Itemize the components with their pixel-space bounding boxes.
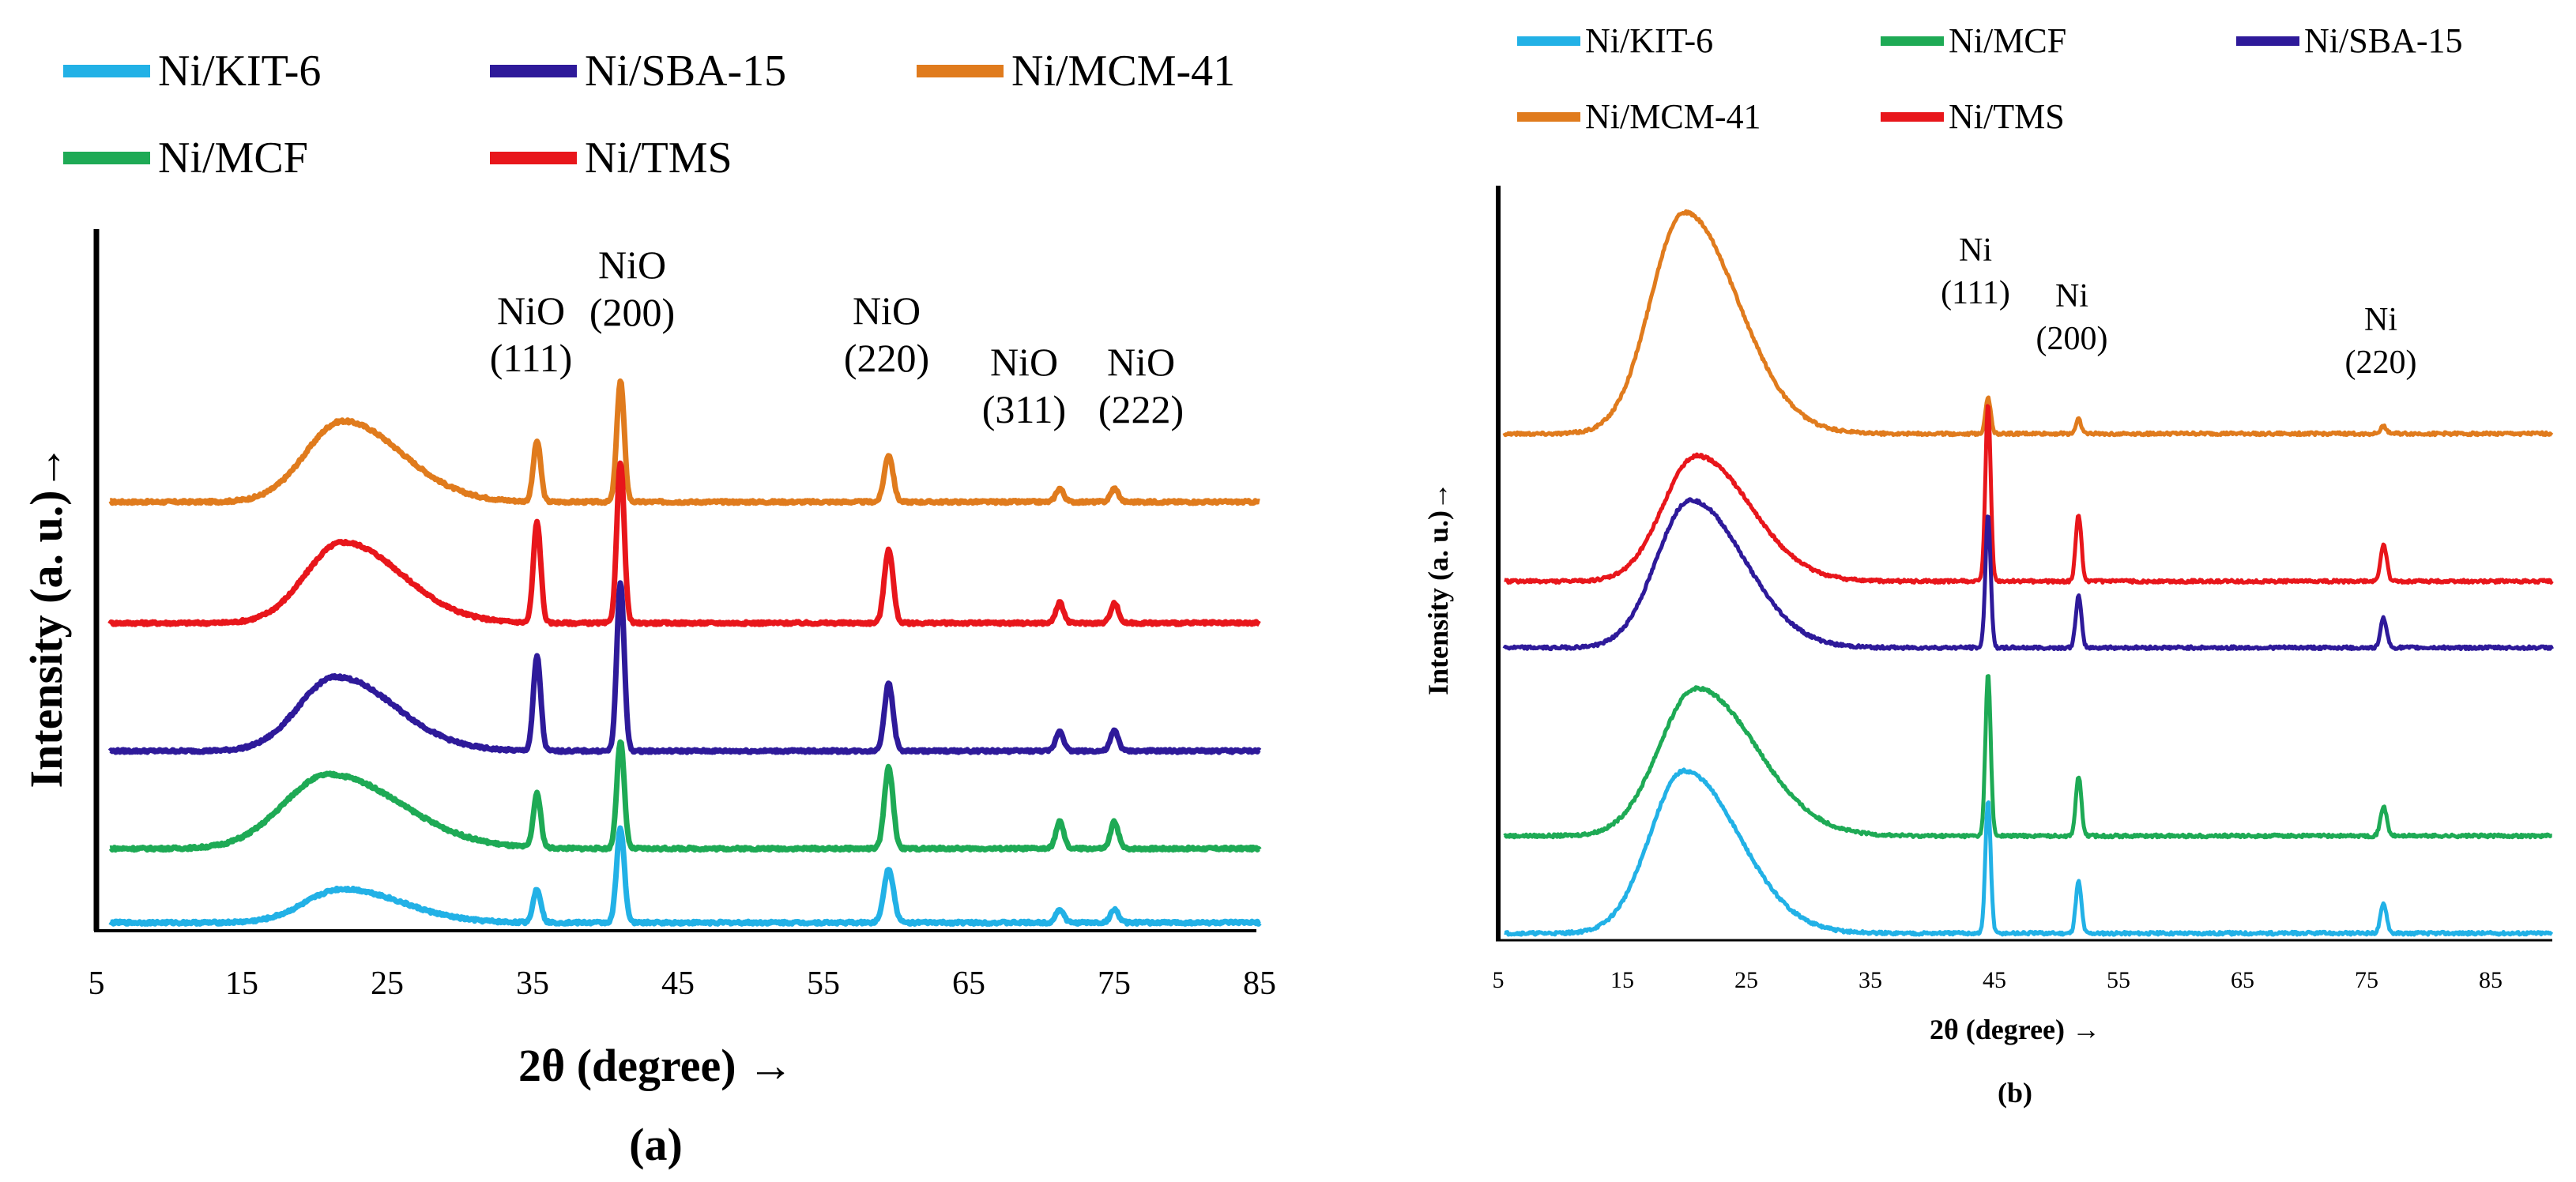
legend-a-label-2: Ni/MCM-41 — [1011, 47, 1235, 96]
legend-a-item-3: Ni/MCF — [63, 134, 308, 183]
series-a-ni-mcm-41 — [108, 378, 1262, 506]
xtick-b-3: 35 — [1859, 967, 1882, 993]
panel-b-annotations: Ni (111) Ni (200) Ni (220) — [1941, 232, 2416, 381]
panel-b-series — [1502, 209, 2554, 937]
legend-b-label-1: Ni/MCF — [1949, 21, 2066, 60]
annotation-b-220-index: (220) — [2345, 344, 2417, 381]
annotation-b-200-name: Ni — [2055, 278, 2088, 314]
legend-b-item-3: Ni/MCM-41 — [1517, 97, 1761, 136]
panel-a-label: (a) — [629, 1119, 683, 1170]
annotation-a-200-index: (200) — [589, 290, 675, 334]
legend-a-label-1: Ni/SBA-15 — [585, 47, 786, 96]
annotation-a-200-name: NiO — [598, 243, 666, 287]
xtick-b-6: 65 — [2231, 967, 2254, 993]
annotation-b-111-name: Ni — [1959, 232, 1992, 269]
legend-b-item-4: Ni/TMS — [1881, 97, 2065, 136]
legend-b-item-1: Ni/MCF — [1881, 21, 2066, 60]
series-a-ni-tms — [107, 460, 1262, 627]
legend-a-item-1: Ni/SBA-15 — [490, 47, 786, 96]
legend-a-item-0: Ni/KIT-6 — [63, 47, 321, 96]
annotation-b-220-name: Ni — [2364, 302, 2397, 338]
legend-b-label-0: Ni/KIT-6 — [1585, 21, 1713, 60]
xtick-b-5: 55 — [2107, 967, 2130, 993]
xtick-a-0: 5 — [89, 966, 105, 1002]
series-a-ni-kit-6 — [108, 825, 1262, 927]
series-a-ni-mcf — [108, 739, 1262, 853]
legend-a-item-4: Ni/TMS — [490, 134, 733, 183]
legend-a-label-3: Ni/MCF — [158, 134, 308, 183]
xtick-a-1: 15 — [225, 966, 258, 1002]
panel-a-xticks: 5 15 25 35 45 55 65 75 85 — [89, 966, 1277, 1002]
annotation-b-200-index: (200) — [2036, 321, 2108, 357]
legend-a-label-0: Ni/KIT-6 — [158, 47, 321, 96]
xtick-b-8: 85 — [2479, 967, 2503, 993]
annotation-a-311-name: NiO — [990, 340, 1058, 384]
panel-b-xlabel: 2θ (degree) → — [1930, 1014, 2100, 1045]
panel-b-label: (b) — [1998, 1077, 2032, 1109]
panel-b-ylabel: Intensity (a. u.)→ — [1422, 482, 1454, 695]
annotation-a-220-name: NiO — [853, 288, 921, 333]
annotation-a-111-index: (111) — [490, 336, 573, 380]
panel-a-legend: Ni/KIT-6 Ni/SBA-15 Ni/MCM-41 Ni/MCF Ni/T… — [63, 47, 1235, 183]
panel-a-xlabel: 2θ (degree) → — [518, 1040, 793, 1091]
xtick-b-4: 45 — [1983, 967, 2006, 993]
legend-b-label-2: Ni/SBA-15 — [2304, 21, 2462, 60]
annotation-a-222-name: NiO — [1107, 340, 1175, 384]
legend-a-item-2: Ni/MCM-41 — [917, 47, 1235, 96]
legend-b-label-3: Ni/MCM-41 — [1585, 97, 1761, 136]
xtick-a-8: 85 — [1243, 966, 1276, 1002]
xtick-a-5: 55 — [807, 966, 840, 1002]
xtick-b-1: 15 — [1610, 967, 1634, 993]
panel-b-xticks: 5 15 25 35 45 55 65 75 85 — [1493, 967, 2503, 993]
legend-a-label-4: Ni/TMS — [585, 134, 733, 183]
panel-a-ylabel: Intensity (a. u.)→ — [21, 444, 72, 788]
panel-b-legend: Ni/KIT-6 Ni/MCF Ni/SBA-15 Ni/MCM-41 Ni/T… — [1517, 21, 2462, 136]
panel-a: Ni/KIT-6 Ni/SBA-15 Ni/MCM-41 Ni/MCF Ni/T… — [21, 47, 1276, 1170]
legend-b-item-2: Ni/SBA-15 — [2236, 21, 2462, 60]
xtick-b-2: 25 — [1734, 967, 1758, 993]
xtick-a-6: 65 — [952, 966, 985, 1002]
series-a-ni-sba-15 — [107, 580, 1262, 755]
annotation-a-222-index: (222) — [1098, 387, 1184, 431]
xtick-a-2: 25 — [371, 966, 404, 1002]
legend-b-item-0: Ni/KIT-6 — [1517, 21, 1713, 60]
series-b-ni-tms — [1503, 404, 2554, 585]
annotation-b-111-index: (111) — [1941, 275, 2010, 311]
xtick-b-7: 75 — [2355, 967, 2378, 993]
xtick-a-7: 75 — [1098, 966, 1131, 1002]
series-b-ni-mcm-41 — [1502, 209, 2554, 438]
series-b-ni-sba-15 — [1502, 497, 2554, 652]
panel-a-annotations: NiO (111) NiO (200) NiO (220) NiO (311) … — [490, 243, 1184, 431]
annotation-a-311-index: (311) — [982, 387, 1066, 431]
panel-a-series — [107, 378, 1262, 927]
panel-b: Ni/KIT-6 Ni/MCF Ni/SBA-15 Ni/MCM-41 Ni/T… — [1422, 21, 2554, 1109]
legend-b-label-4: Ni/TMS — [1949, 97, 2065, 136]
series-b-ni-kit-6 — [1503, 767, 2554, 937]
xtick-b-0: 5 — [1493, 967, 1505, 993]
xtick-a-3: 35 — [516, 966, 549, 1002]
annotation-a-220-index: (220) — [844, 336, 929, 380]
annotation-a-111-name: NiO — [497, 288, 565, 333]
series-b-ni-mcf — [1503, 674, 2553, 840]
xtick-a-4: 45 — [661, 966, 695, 1002]
